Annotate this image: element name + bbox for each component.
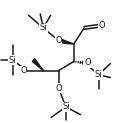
Polygon shape [32,59,43,71]
Text: Si: Si [39,23,47,32]
Polygon shape [58,38,74,44]
Text: Si: Si [95,70,103,79]
Text: O: O [55,84,62,92]
Text: Si: Si [9,56,17,65]
Text: O: O [99,21,105,30]
Text: O: O [85,58,91,67]
Text: O: O [55,36,62,45]
Text: O: O [20,66,27,75]
Text: Si: Si [62,102,70,111]
